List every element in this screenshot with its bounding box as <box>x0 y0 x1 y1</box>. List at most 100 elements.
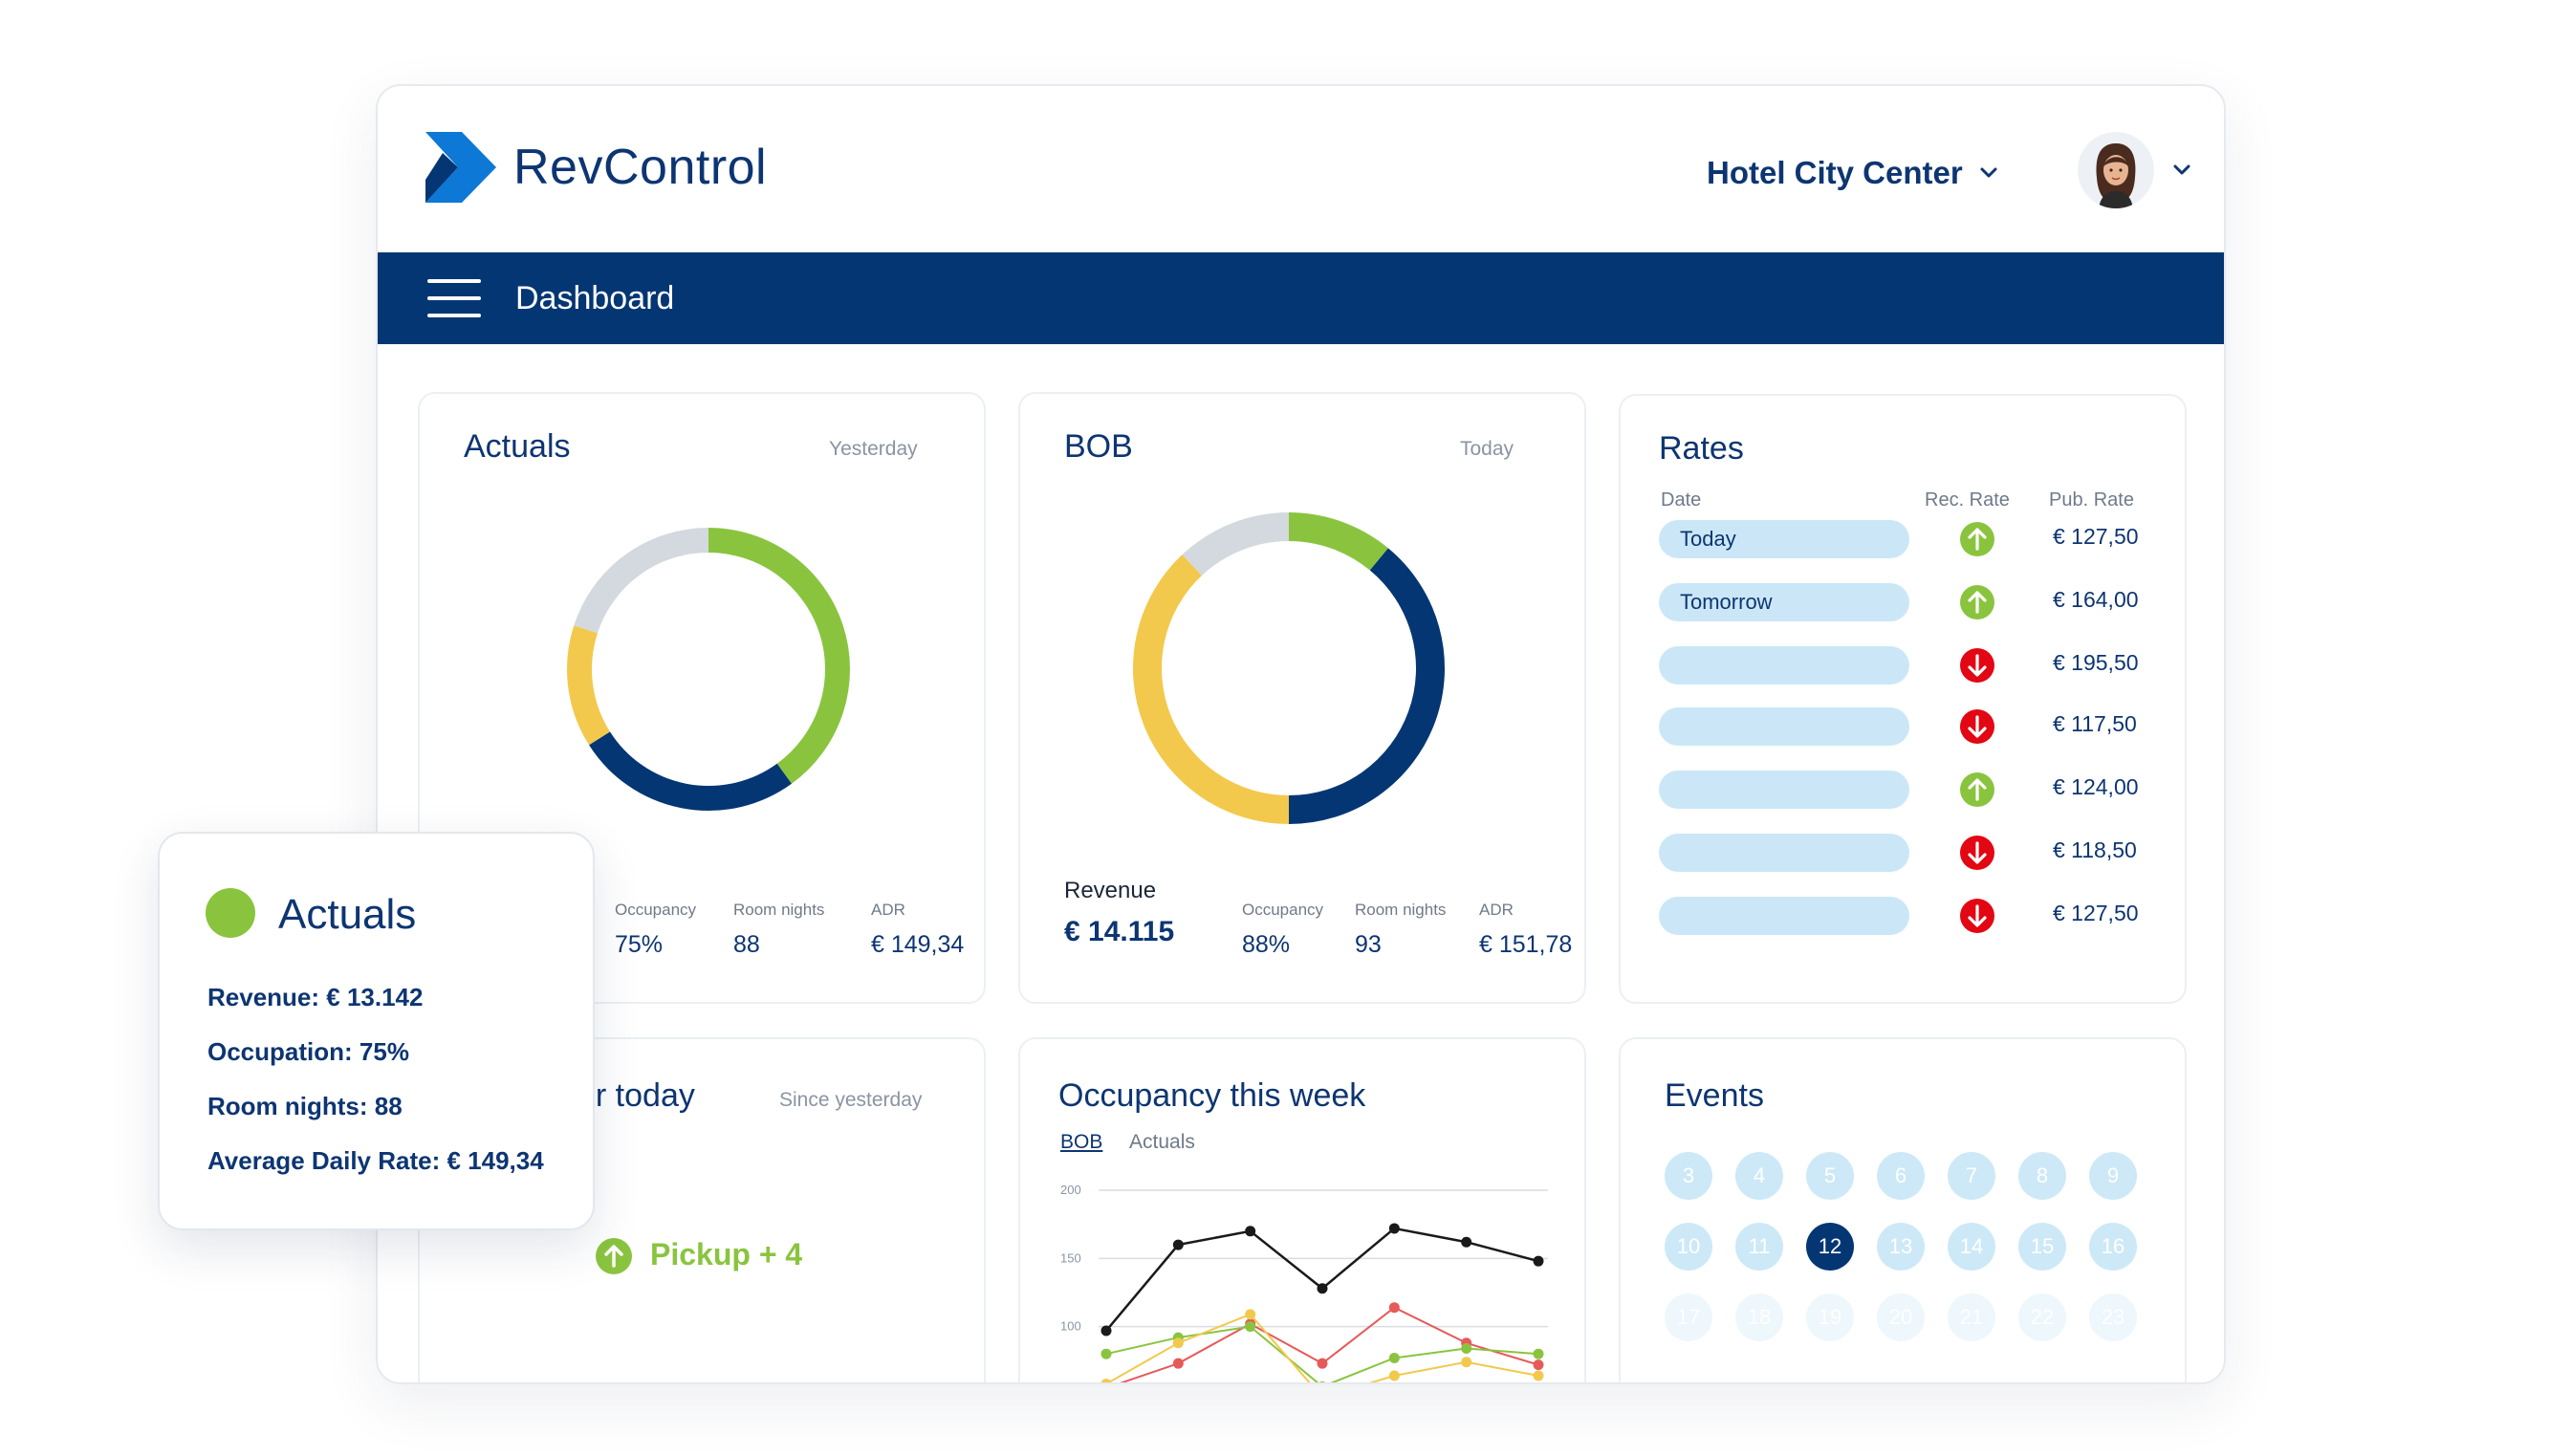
popup-title: Actuals <box>278 891 417 938</box>
rate-row[interactable]: € 118,50 <box>1659 834 2156 874</box>
events-card[interactable]: Events 3 4 5 6 7 8 9 10 11 12 13 14 15 16 17 18 19 20 21 22… <box>1619 1037 2187 1382</box>
popup-occupation: Occupation: 75% <box>207 1037 409 1066</box>
calendar-day[interactable]: 21 <box>1948 1293 1995 1341</box>
calendar-day[interactable]: 14 <box>1948 1223 1995 1271</box>
arrow-up-circle-icon[interactable] <box>1959 584 1995 620</box>
card-title: Rates <box>1659 430 1744 467</box>
chevron-down-icon <box>2173 164 2190 175</box>
rate-date-pill[interactable]: Tomorrow <box>1659 583 1909 621</box>
card-title: BOB <box>1064 428 1133 465</box>
rate-date-pill[interactable] <box>1659 771 1909 809</box>
rate-value: € 118,50 <box>2053 837 2137 862</box>
arrow-down-circle-icon[interactable] <box>1959 647 1995 684</box>
calendar-day[interactable]: 19 <box>1806 1293 1854 1341</box>
card-period: Yesterday <box>829 438 918 460</box>
tab-actuals[interactable]: Actuals <box>1129 1131 1195 1153</box>
rates-col-rec-rate: Rec. Rate <box>1925 489 2010 511</box>
rate-row[interactable]: Tomorrow € 164,00 <box>1659 583 2156 623</box>
calendar-day[interactable]: 23 <box>2089 1293 2137 1341</box>
rate-date-pill[interactable]: Today <box>1659 520 1909 558</box>
calendar-day[interactable]: 16 <box>2089 1223 2137 1271</box>
calendar-day[interactable]: 9 <box>2089 1152 2137 1200</box>
arrow-down-circle-icon[interactable] <box>1959 835 1995 871</box>
calendar-day[interactable]: 12 <box>1806 1223 1854 1271</box>
calendar-day[interactable]: 18 <box>1735 1293 1783 1341</box>
app-name: RevControl <box>513 140 768 195</box>
series-line <box>1105 1325 1539 1382</box>
arrow-up-circle-icon[interactable] <box>1959 521 1995 557</box>
rate-date-pill[interactable] <box>1659 646 1909 685</box>
calendar-day[interactable]: 22 <box>2018 1293 2066 1341</box>
calendar-day[interactable]: 10 <box>1665 1223 1712 1271</box>
nav-bar: Dashboard <box>378 252 2224 344</box>
card-period: Since yesterday <box>779 1089 923 1111</box>
app-logo[interactable]: RevControl <box>425 129 767 206</box>
hamburger-icon[interactable] <box>427 279 481 317</box>
series-point <box>1533 1348 1544 1359</box>
donut-segment-green <box>708 528 850 784</box>
rate-value: € 124,00 <box>2053 774 2139 799</box>
series-point <box>1245 1321 1256 1333</box>
calendar-day[interactable]: 6 <box>1877 1152 1925 1200</box>
series-point <box>1100 1379 1112 1382</box>
metric-label-adr: ADR <box>1479 901 1514 919</box>
card-title: or today <box>577 1077 695 1114</box>
pickup-text: Pickup + 4 <box>650 1237 803 1271</box>
calendar-day[interactable]: 4 <box>1735 1152 1783 1200</box>
calendar-day[interactable]: 7 <box>1948 1152 1995 1200</box>
rate-value: € 127,50 <box>2053 901 2139 925</box>
rate-row[interactable]: € 124,00 <box>1659 771 2156 811</box>
metric-value-room-nights: 93 <box>1355 931 1382 958</box>
y-tick-label: 100 <box>1060 1319 1081 1334</box>
calendar-day[interactable]: 3 <box>1665 1152 1712 1200</box>
calendar-day[interactable]: 11 <box>1735 1223 1783 1271</box>
app-window: RevControl Hotel City Center <box>376 84 2226 1384</box>
metric-label-occupancy: Occupancy <box>1242 901 1324 919</box>
series-point <box>1100 1348 1112 1359</box>
arrow-up-circle-icon[interactable] <box>1959 771 1995 808</box>
y-tick-label: 150 <box>1060 1250 1081 1265</box>
rate-row[interactable]: € 127,50 <box>1659 897 2156 937</box>
card-title: Events <box>1665 1077 1764 1114</box>
calendar-day[interactable]: 5 <box>1806 1152 1854 1200</box>
rate-date-pill[interactable] <box>1659 897 1909 935</box>
revenue-label: Revenue <box>1064 878 1157 903</box>
y-tick-label: 200 <box>1060 1183 1081 1197</box>
occupancy-week-card[interactable]: Occupancy this week BOB Actuals 200 150 10… <box>1018 1037 1586 1384</box>
calendar-day[interactable]: 8 <box>2018 1152 2066 1200</box>
series-point <box>1317 1283 1328 1294</box>
chevron-down-icon <box>1980 167 1997 178</box>
rate-date-pill[interactable] <box>1659 707 1909 746</box>
rate-date-pill[interactable] <box>1659 834 1909 872</box>
rates-card[interactable]: Rates Date Rec. Rate Pub. Rate Today € 12… <box>1619 394 2187 1004</box>
rate-row[interactable]: Today € 127,50 <box>1659 520 2156 560</box>
user-menu[interactable] <box>2078 132 2192 208</box>
metric-value-occupancy: 75% <box>615 931 664 958</box>
donut-segment-navy <box>1288 548 1445 824</box>
rates-col-date: Date <box>1661 489 1702 511</box>
bob-card[interactable]: BOB Today Revenue € 14.115 Occupancy Roo… <box>1018 392 1586 1004</box>
page-title: Dashboard <box>515 279 675 316</box>
calendar-day[interactable]: 15 <box>2018 1223 2066 1271</box>
hotel-name: Hotel City Center <box>1707 155 1963 190</box>
series-point <box>1461 1236 1472 1248</box>
card-title: Actuals <box>464 428 571 465</box>
card-period: Today <box>1460 438 1514 460</box>
tab-bob[interactable]: BOB <box>1060 1131 1103 1153</box>
arrow-down-circle-icon[interactable] <box>1959 708 1995 745</box>
series-line <box>1120 1306 1539 1382</box>
rate-row[interactable]: € 195,50 <box>1659 646 2156 686</box>
rate-row[interactable]: € 117,50 <box>1659 707 2156 748</box>
hotel-selector[interactable]: Hotel City Center <box>1707 155 1999 191</box>
rate-value: € 195,50 <box>2053 650 2139 675</box>
donut-segment-green <box>1288 512 1388 571</box>
series-point <box>1388 1302 1400 1314</box>
arrow-down-circle-icon[interactable] <box>1959 898 1995 934</box>
avatar[interactable] <box>2078 132 2154 208</box>
actuals-popup: Actuals Revenue: € 13.142 Occupation: 75… <box>158 832 595 1230</box>
calendar-day[interactable]: 20 <box>1877 1293 1925 1341</box>
calendar-day[interactable]: 17 <box>1665 1293 1712 1341</box>
calendar-day[interactable]: 13 <box>1877 1223 1925 1271</box>
actuals-card[interactable]: Actuals Yesterday Occupancy Room nights … <box>418 392 986 1004</box>
series-point <box>1101 1382 1112 1384</box>
